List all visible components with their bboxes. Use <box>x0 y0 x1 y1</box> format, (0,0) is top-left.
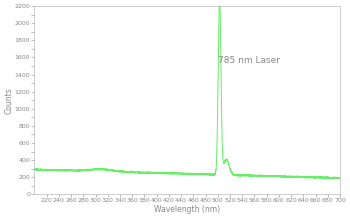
X-axis label: Wavelength (nm): Wavelength (nm) <box>154 205 220 214</box>
Text: 785 nm Laser: 785 nm Laser <box>218 56 280 65</box>
Y-axis label: Counts: Counts <box>4 87 13 114</box>
